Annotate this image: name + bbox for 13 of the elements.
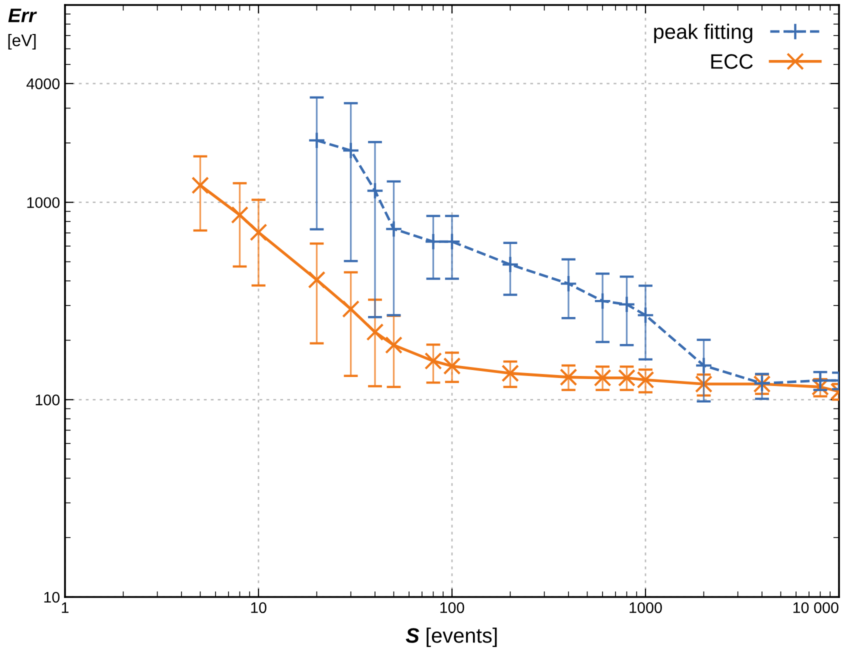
x-tick-label: 1: [62, 602, 69, 613]
x-tick-label: 10 000: [793, 602, 838, 614]
x-tick-label: 1000: [630, 602, 662, 614]
x-axis-title: S [events]: [406, 628, 497, 647]
x-tick-label: 10: [251, 602, 266, 614]
y-tick-label: 1000: [27, 197, 60, 208]
legend-label: ECC: [711, 54, 753, 69]
y-axis-title: Err [eV]: [8, 8, 37, 50]
y-tick-label: 100: [36, 394, 60, 406]
y-tick-label: 4000: [26, 78, 60, 90]
x-tick-label: 100: [440, 602, 464, 614]
legend-label: peak fitting: [654, 24, 752, 44]
y-tick-label: 10: [44, 592, 60, 603]
